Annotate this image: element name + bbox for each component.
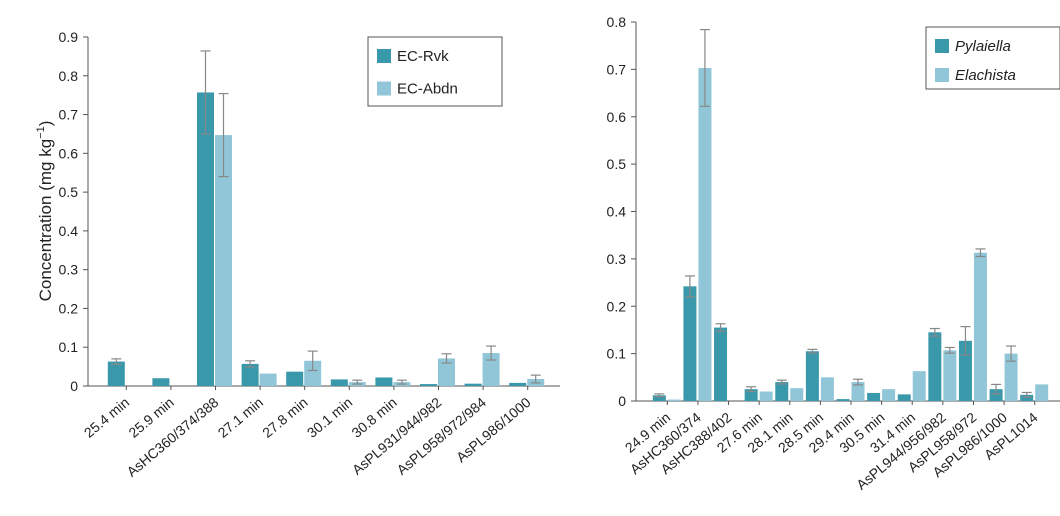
legend-label: Elachista <box>955 67 1016 84</box>
x-tick-label: 27.8 min <box>259 394 310 441</box>
bar-series2 <box>215 135 232 386</box>
bar-series1 <box>286 371 304 386</box>
bar-series1 <box>330 379 348 386</box>
y-tick-label: 0.6 <box>607 109 627 125</box>
legend-swatch <box>377 81 391 96</box>
bar-series2 <box>912 371 926 401</box>
y-tick-label: 0.5 <box>59 184 79 200</box>
bar-series1 <box>241 363 259 386</box>
legend-swatch <box>935 39 949 53</box>
x-tick-label: 25.4 min <box>81 394 132 441</box>
bar-series2 <box>304 360 322 386</box>
y-tick-label: 0.9 <box>59 29 79 45</box>
bar-series1 <box>775 382 789 401</box>
bar-series1 <box>464 383 482 386</box>
y-tick-label: 0.2 <box>59 300 79 316</box>
y-tick-label: 0.4 <box>59 223 79 239</box>
bar-series1 <box>714 327 728 401</box>
legend-label: EC-Abdn <box>397 81 458 98</box>
legend-swatch <box>377 49 391 63</box>
y-tick-label: 0.8 <box>59 68 79 84</box>
y-axis-label-end: ) <box>36 121 55 127</box>
left-bar-chart: 0 0.1 0.2 0.3 0.4 0.5 0.6 0.7 0.8 0.9 Concentratio… <box>35 29 560 480</box>
y-tick-label: 0.1 <box>59 339 79 355</box>
bar-series1 <box>836 399 850 401</box>
bar-series2 <box>973 252 987 401</box>
bar-series1 <box>152 378 170 386</box>
bar-series2 <box>851 382 865 401</box>
y-tick-label: 0.3 <box>607 251 627 267</box>
y-tick-label: 0.4 <box>607 204 627 220</box>
bar-series2 <box>790 388 804 401</box>
bar-series1 <box>197 92 214 387</box>
legend-label: EC-Rvk <box>397 48 449 65</box>
bar-series1 <box>420 384 437 386</box>
x-tick-label: 30.1 min <box>304 394 355 441</box>
legend-box <box>367 36 503 107</box>
y-tick-label: 0.7 <box>607 61 627 77</box>
y-tick-label: 0.5 <box>607 156 627 172</box>
bar-series2 <box>482 353 500 386</box>
bar-series1 <box>509 382 527 386</box>
bar-series1 <box>958 340 972 401</box>
bar-series2 <box>698 67 712 402</box>
y-tick-label: 0.2 <box>607 298 627 314</box>
bar-series1 <box>989 389 1003 401</box>
bar-series1 <box>744 389 758 401</box>
bar-series2 <box>1035 384 1049 401</box>
bar-series2 <box>759 391 773 401</box>
bar-series1 <box>805 351 819 401</box>
bar-series2 <box>820 377 834 401</box>
bar-series1 <box>897 394 911 401</box>
y-tick-label: 0.1 <box>607 346 627 362</box>
bar-series1 <box>652 395 666 401</box>
bar-series1 <box>1020 394 1034 401</box>
y-tick-label: 0.3 <box>59 262 79 278</box>
y-tick-label: 0.8 <box>607 14 627 30</box>
y-tick-label: 0.6 <box>59 145 79 161</box>
bar-series1 <box>107 361 125 386</box>
bar-series1 <box>928 332 942 401</box>
y-axis-label-main: Concentration (mg kg <box>36 139 55 302</box>
bar-series2 <box>259 373 277 386</box>
bar-series1 <box>375 377 393 386</box>
bar-series2 <box>438 358 455 386</box>
legend-label: Pylaiella <box>955 38 1011 55</box>
x-tick-label: 27.1 min <box>215 394 266 441</box>
bar-series1 <box>867 392 881 401</box>
y-axis-label-superscript: −1 <box>35 126 47 139</box>
bar-series2 <box>1004 353 1018 401</box>
y-axis-label: Concentration (mg kg−1) <box>35 121 55 302</box>
y-tick-label: 0 <box>70 378 78 394</box>
bar-series2 <box>882 389 896 401</box>
bar-series2 <box>667 399 681 401</box>
bar-series2 <box>943 350 957 401</box>
right-bar-chart: 00.10.20.30.40.50.60.70.824.9 minAsHC360… <box>607 14 1060 493</box>
y-tick-label: 0 <box>618 393 626 409</box>
bar-series1 <box>683 286 697 401</box>
legend-swatch <box>935 68 949 82</box>
y-tick-label: 0.7 <box>59 107 79 123</box>
